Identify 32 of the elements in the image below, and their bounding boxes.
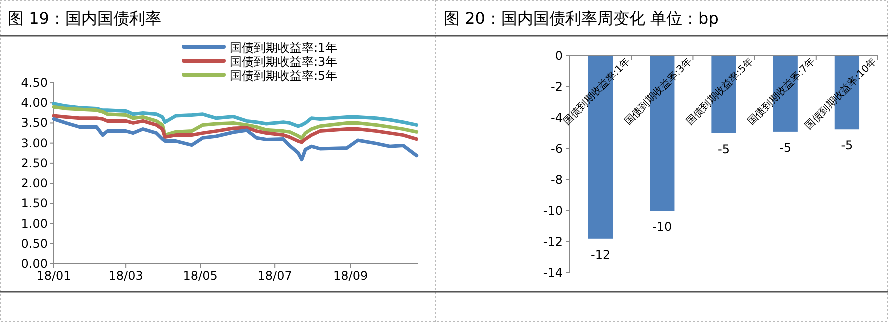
x-tick-label: 18/07	[258, 269, 292, 283]
data-label: -10	[652, 220, 672, 234]
y-tick-label: -12	[543, 235, 563, 249]
x-tick-label: 18/01	[36, 269, 72, 283]
y-tick-label: 1.00	[21, 216, 48, 231]
y-tick-label: -6	[551, 142, 563, 156]
y-tick-label: 4.50	[21, 76, 48, 90]
y-tick-label: -14	[543, 266, 563, 280]
y-tick-label: 0	[555, 49, 563, 63]
y-tick-label: 3.00	[21, 136, 48, 150]
y-tick-label: -4	[551, 111, 563, 125]
y-tick-label: 2.00	[21, 176, 48, 191]
y-tick-label: 3.50	[21, 116, 48, 130]
data-label: -5	[841, 138, 854, 153]
y-tick-label: 1.50	[21, 196, 48, 211]
y-tick-label: 4.00	[21, 96, 48, 110]
x-tick-label: 18/05	[183, 269, 218, 283]
chart-title: 图 19：国内国债利率	[8, 9, 162, 28]
y-tick-label: -10	[543, 204, 563, 218]
y-tick-label: 0.50	[21, 236, 48, 251]
x-tick-label: 18/03	[108, 269, 144, 283]
y-tick-label: -2	[551, 80, 563, 94]
data-label: -12	[590, 248, 611, 262]
data-label: -5	[780, 140, 792, 155]
x-tick-label: 18/09	[334, 269, 368, 283]
y-tick-label: 0.00	[21, 257, 48, 271]
chart-title: 图 20：国内国债利率周变化 单位：bp	[444, 9, 719, 28]
legend-label: 国债到期收益率:1年	[230, 41, 338, 55]
data-label: -5	[718, 142, 730, 156]
legend-label: 国债到期收益率:5年	[230, 69, 338, 83]
y-tick-label: -8	[551, 173, 563, 187]
y-tick-label: 2.50	[21, 156, 48, 170]
